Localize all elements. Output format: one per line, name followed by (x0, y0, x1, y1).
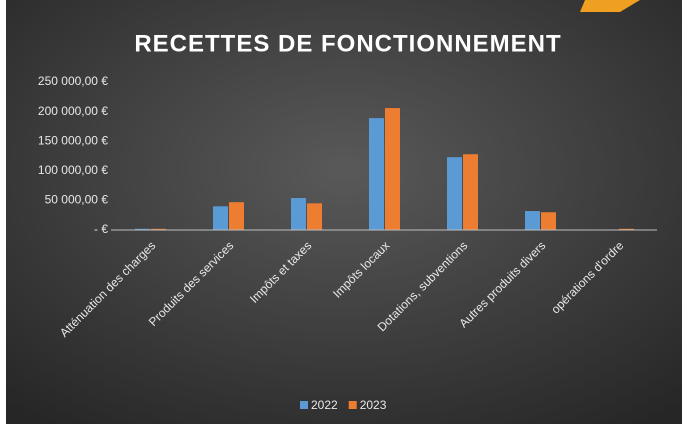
y-tick-label: 250 000,00 € (38, 74, 108, 88)
y-tick-label: 150 000,00 € (38, 133, 108, 147)
background (6, 0, 682, 424)
bar (151, 228, 166, 230)
y-tick-label: 200 000,00 € (38, 104, 108, 118)
bar (291, 198, 306, 230)
chart-title: RECETTES DE FONCTIONNEMENT (134, 30, 561, 57)
y-tick-label: 50 000,00 € (45, 193, 109, 207)
bar (463, 154, 478, 230)
decoration (580, 0, 640, 12)
bar (385, 108, 400, 230)
legend-swatch (348, 401, 357, 409)
y-tick-label: 100 000,00 € (38, 163, 108, 177)
bar (213, 206, 228, 230)
legend-label: 2022 (311, 398, 338, 412)
bar (307, 203, 322, 230)
bar (135, 228, 150, 230)
bar (229, 202, 244, 230)
legend-label: 2023 (360, 398, 387, 412)
legend-swatch (300, 401, 308, 409)
bar (369, 118, 384, 230)
bar (447, 157, 462, 230)
bar (541, 212, 556, 230)
y-tick-label: - € (94, 222, 108, 236)
bar (619, 228, 634, 230)
bar (525, 211, 540, 230)
